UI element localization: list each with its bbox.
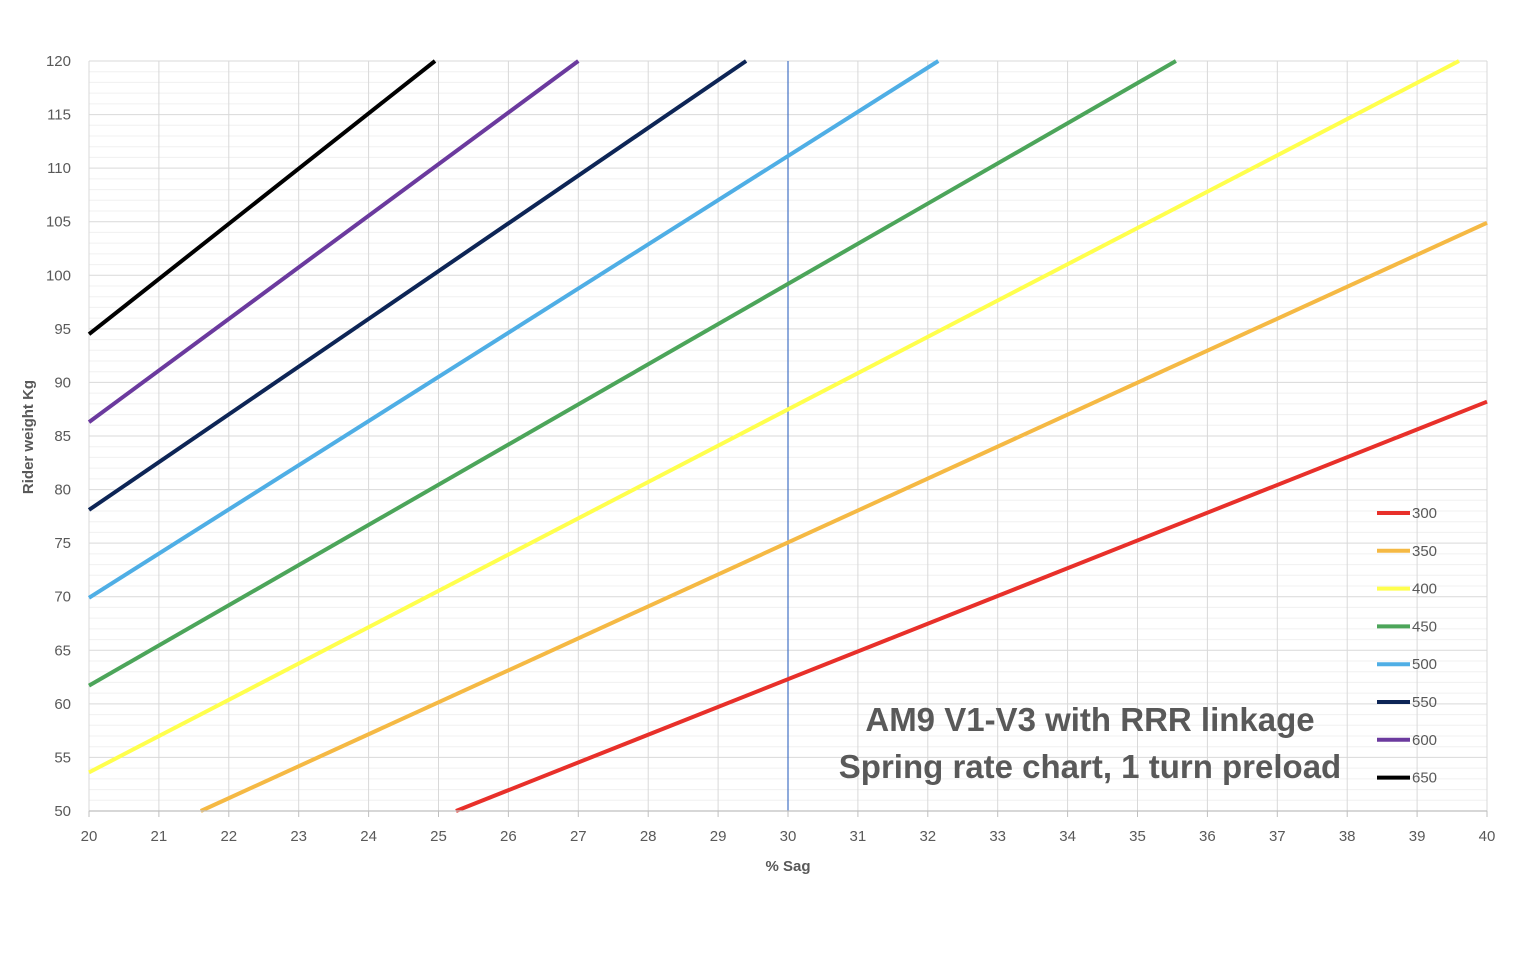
series-line-650 bbox=[87, 59, 437, 336]
legend-label-350: 350 bbox=[1412, 543, 1437, 560]
series-line-550 bbox=[87, 59, 748, 512]
y-tick-label: 120 bbox=[46, 53, 71, 70]
x-tick-label: 39 bbox=[1409, 828, 1426, 845]
y-tick-label: 75 bbox=[54, 535, 71, 552]
chart-subtitle: Spring rate chart, 1 turn preload bbox=[839, 748, 1341, 785]
series-line-350 bbox=[199, 220, 1488, 813]
x-axis-title: % Sag bbox=[765, 858, 810, 875]
x-tick-label: 35 bbox=[1129, 828, 1146, 845]
legend-label-450: 450 bbox=[1412, 618, 1437, 635]
x-tick-label: 40 bbox=[1479, 828, 1496, 845]
x-tick-label: 20 bbox=[81, 828, 98, 845]
x-tick-label: 30 bbox=[780, 828, 797, 845]
series-line-500 bbox=[87, 59, 940, 600]
x-tick-label: 34 bbox=[1059, 828, 1076, 845]
y-tick-label: 85 bbox=[54, 428, 71, 445]
x-tick-label: 27 bbox=[570, 828, 587, 845]
x-tick-label: 26 bbox=[500, 828, 517, 845]
x-tick-label: 22 bbox=[220, 828, 237, 845]
legend: 300 350 400 450 500 550 600 650 bbox=[1377, 505, 1437, 787]
y-tick-label: 50 bbox=[54, 803, 71, 820]
legend-label-550: 550 bbox=[1412, 694, 1437, 711]
chart-title: AM9 V1-V3 with RRR linkage bbox=[865, 701, 1314, 738]
legend-label-500: 500 bbox=[1412, 656, 1437, 673]
y-tick-label: 55 bbox=[54, 749, 71, 766]
series-line-300 bbox=[455, 399, 1488, 813]
series-line-450 bbox=[88, 59, 1177, 688]
y-tick-label: 95 bbox=[54, 321, 71, 338]
axes bbox=[88, 810, 1488, 817]
x-tick-label: 24 bbox=[360, 828, 377, 845]
y-tick-label: 90 bbox=[54, 374, 71, 391]
x-tick-label: 28 bbox=[640, 828, 657, 845]
y-tick-label: 100 bbox=[46, 267, 71, 284]
legend-label-650: 650 bbox=[1412, 770, 1437, 787]
x-tick-label: 23 bbox=[290, 828, 307, 845]
y-tick-label: 70 bbox=[54, 589, 71, 606]
y-tick-label: 60 bbox=[54, 696, 71, 713]
x-tick-label: 33 bbox=[989, 828, 1006, 845]
legend-label-600: 600 bbox=[1412, 732, 1437, 749]
x-tick-label: 38 bbox=[1339, 828, 1356, 845]
y-tick-label: 65 bbox=[54, 642, 71, 659]
series-line-400 bbox=[88, 59, 1460, 775]
x-tick-label: 25 bbox=[430, 828, 447, 845]
series-lines bbox=[87, 59, 1488, 813]
x-tick-label: 37 bbox=[1269, 828, 1286, 845]
x-tick-label: 36 bbox=[1199, 828, 1216, 845]
y-tick-label: 115 bbox=[47, 107, 71, 124]
y-axis-title: Rider weight Kg bbox=[20, 380, 37, 494]
x-tick-label: 29 bbox=[710, 828, 727, 845]
tick-labels: 20 21 22 23 24 25 26 27 28 29 30 31 32 33 34 35 36 37 38 39… bbox=[46, 53, 1495, 845]
y-tick-label: 105 bbox=[46, 214, 71, 231]
x-tick-label: 31 bbox=[850, 828, 867, 845]
legend-label-300: 300 bbox=[1412, 505, 1437, 522]
x-tick-label: 32 bbox=[919, 828, 936, 845]
y-tick-label: 80 bbox=[54, 482, 71, 499]
legend-label-400: 400 bbox=[1412, 581, 1437, 598]
series-line-600 bbox=[87, 59, 580, 424]
y-tick-label: 110 bbox=[47, 160, 71, 177]
x-tick-label: 21 bbox=[151, 828, 168, 845]
